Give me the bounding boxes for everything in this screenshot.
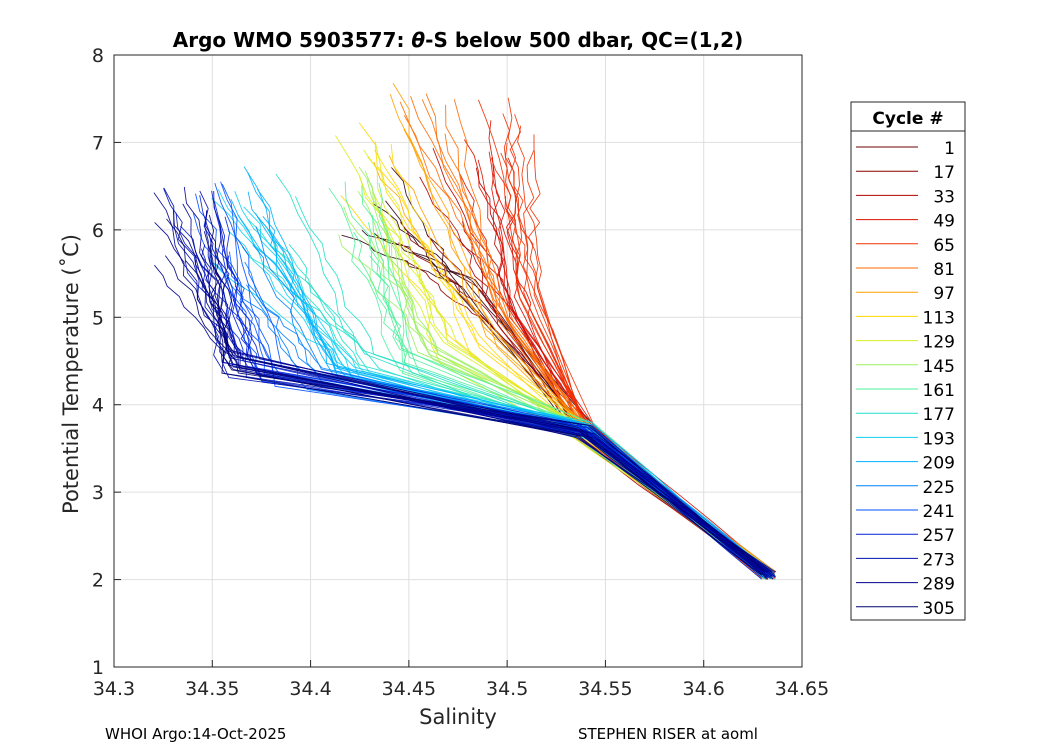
footer-date: WHOI Argo:14-Oct-2025: [105, 725, 287, 743]
plot-area: [153, 82, 777, 580]
profile-line: [391, 167, 764, 578]
legend-label: 1: [944, 139, 955, 159]
footer-credit: STEPHEN RISER at aoml: [578, 725, 758, 743]
y-tick-label: 5: [92, 307, 104, 329]
profile-line: [163, 187, 768, 578]
legend-label: 257: [923, 526, 955, 546]
profile-line: [255, 226, 771, 573]
profile-line: [367, 156, 776, 573]
profile-line: [502, 113, 769, 579]
legend-label: 129: [923, 333, 955, 353]
x-tick-label: 34.65: [775, 678, 829, 700]
profile-line: [505, 157, 772, 576]
legend-title: Cycle #: [872, 109, 943, 129]
profile-line: [230, 198, 770, 572]
x-tick-label: 34.6: [683, 678, 725, 700]
profile-line: [488, 120, 776, 573]
profile-line: [166, 218, 767, 578]
y-tick-label: 6: [92, 220, 104, 242]
y-tick-label: 7: [92, 132, 104, 154]
x-tick-label: 34.3: [93, 678, 135, 700]
y-tick-label: 4: [92, 395, 104, 417]
profile-line: [195, 193, 769, 579]
profile-line: [421, 99, 768, 572]
x-axis-label: Salinity: [419, 705, 497, 729]
y-tick-label: 8: [92, 45, 104, 67]
profile-line: [390, 143, 770, 578]
profile-line: [154, 264, 768, 577]
y-tick-label: 3: [92, 482, 104, 504]
legend-label: 81: [933, 260, 955, 280]
legend-label: 161: [923, 381, 955, 401]
profile-line: [477, 159, 772, 574]
profile-line: [246, 284, 768, 572]
legend-label: 97: [933, 284, 955, 304]
y-tick-label: 2: [92, 570, 104, 592]
legend-label: 305: [923, 599, 955, 619]
legend-label: 17: [933, 163, 955, 183]
legend-label: 177: [923, 405, 955, 425]
profile-line: [211, 197, 771, 578]
legend-label: 289: [923, 575, 955, 595]
profile-line: [373, 193, 769, 573]
legend-entries: 1 17 33 49 65 81 97 113 129 145 161 177 193 209 225 241…: [856, 139, 955, 619]
x-tick-label: 34.45: [382, 678, 436, 700]
legend-label: 241: [923, 502, 955, 522]
profile-line: [363, 149, 772, 576]
profile-line: [256, 188, 767, 580]
profile-line: [164, 255, 766, 573]
profile-line: [425, 93, 776, 573]
profile-line: [257, 216, 763, 577]
profile-line: [448, 223, 766, 577]
profile-line: [208, 214, 766, 573]
axes-frame: [113, 54, 803, 668]
grid-lines: [113, 54, 803, 668]
legend-label: 193: [923, 429, 955, 449]
profile-line: [358, 122, 772, 578]
chart-title: Argo WMO 5903577: θ-S below 500 dbar, QC…: [173, 28, 743, 52]
y-axis-label: Potential Temperature (˚C): [59, 234, 83, 514]
profile-line: [475, 167, 769, 576]
legend: Cycle # 1 17 33 49 65 81 97 113 129 145 161 177 193 2…: [850, 101, 966, 621]
legend-label: 145: [923, 357, 955, 377]
profile-line: [509, 114, 763, 577]
legend-box: [850, 101, 966, 621]
legend-label: 33: [933, 187, 955, 207]
legend-label: 273: [923, 550, 955, 570]
legend-label: 49: [933, 212, 955, 232]
profile-line: [463, 139, 776, 579]
profile-line: [218, 220, 763, 575]
y-tick-label: 1: [92, 657, 104, 679]
x-tick-label: 34.55: [578, 678, 632, 700]
profile-line: [462, 220, 777, 573]
legend-label: 209: [923, 454, 955, 474]
x-tick-label: 34.5: [486, 678, 528, 700]
x-tick-label: 34.4: [289, 678, 331, 700]
legend-label: 225: [923, 478, 955, 498]
axis-ticks: 34.3 34.35 34.4 34.45 34.5 34.55 34.6 34.65 1 2 3 4…: [92, 45, 829, 700]
profile-line: [403, 115, 775, 579]
x-tick-label: 34.35: [185, 678, 239, 700]
profile-line: [215, 249, 775, 575]
legend-label: 65: [933, 236, 955, 256]
legend-label: 113: [923, 308, 955, 328]
profile-line: [523, 134, 769, 577]
